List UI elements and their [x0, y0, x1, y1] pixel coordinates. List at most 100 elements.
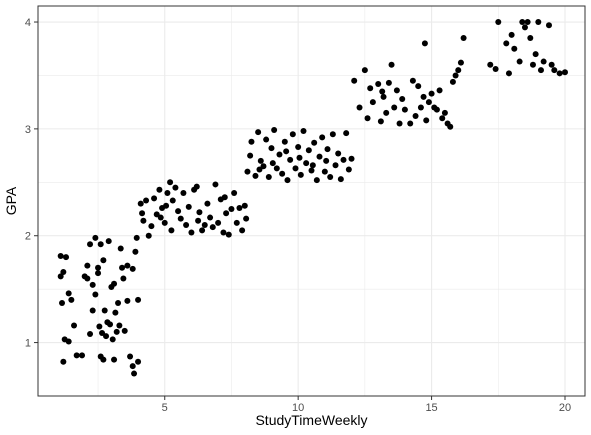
- data-point: [364, 115, 371, 122]
- y-tick-label: 4: [25, 17, 31, 29]
- data-point: [321, 168, 328, 175]
- data-point: [63, 254, 70, 261]
- data-point: [244, 168, 251, 175]
- x-tick-label: 20: [559, 402, 571, 414]
- data-point: [345, 166, 352, 173]
- data-point: [255, 129, 262, 136]
- data-point: [535, 19, 542, 26]
- data-point: [519, 19, 526, 26]
- data-point: [247, 152, 254, 159]
- data-point: [132, 248, 139, 255]
- data-point: [319, 134, 326, 141]
- data-point: [421, 40, 428, 47]
- data-point: [209, 224, 216, 231]
- data-point: [124, 297, 131, 304]
- data-point: [177, 215, 184, 222]
- data-point: [183, 222, 190, 229]
- data-point: [87, 241, 94, 248]
- data-point: [105, 238, 112, 245]
- data-point: [124, 262, 131, 269]
- data-point: [256, 166, 263, 173]
- data-point: [532, 51, 539, 58]
- data-point: [487, 61, 494, 68]
- data-point: [511, 45, 518, 52]
- data-point: [399, 95, 406, 102]
- data-point: [248, 138, 255, 145]
- data-point: [300, 128, 307, 135]
- data-point: [111, 280, 118, 287]
- data-point: [407, 120, 414, 127]
- data-point: [449, 78, 456, 85]
- data-point: [545, 22, 552, 29]
- data-point: [139, 210, 146, 217]
- data-point: [516, 58, 523, 65]
- data-point: [121, 327, 128, 334]
- data-point: [175, 208, 182, 215]
- data-point: [460, 35, 467, 42]
- data-point: [104, 319, 111, 326]
- data-point: [79, 352, 86, 359]
- data-point: [204, 200, 211, 207]
- data-point: [313, 177, 320, 184]
- data-point: [92, 291, 99, 298]
- data-point: [89, 281, 96, 288]
- data-point: [148, 223, 155, 230]
- data-point: [375, 81, 382, 87]
- data-point: [95, 270, 102, 277]
- x-tick-label: 5: [162, 402, 168, 414]
- data-point: [287, 156, 294, 163]
- data-point: [335, 150, 342, 157]
- data-point: [380, 93, 387, 100]
- data-point: [201, 222, 208, 229]
- data-point: [447, 123, 454, 130]
- data-point: [119, 264, 126, 271]
- y-axis-title: GPA: [3, 186, 19, 215]
- data-point: [265, 173, 272, 180]
- data-point: [129, 265, 136, 272]
- data-point: [409, 77, 416, 84]
- data-point: [361, 67, 368, 74]
- data-point: [169, 197, 176, 204]
- data-point: [524, 19, 531, 26]
- x-axis-title: StudyTimeWeekly: [255, 412, 367, 428]
- data-point: [113, 328, 120, 335]
- data-point: [168, 227, 175, 234]
- data-point: [369, 99, 376, 106]
- data-point: [401, 106, 408, 113]
- data-point: [276, 151, 283, 158]
- data-point: [180, 189, 187, 196]
- data-point: [260, 163, 267, 170]
- data-point: [89, 307, 96, 314]
- data-point: [441, 109, 448, 116]
- data-point: [425, 99, 432, 106]
- data-point: [343, 130, 350, 137]
- data-point: [239, 227, 246, 234]
- data-point: [329, 131, 336, 138]
- data-point: [111, 356, 118, 363]
- data-point: [92, 234, 99, 241]
- data-point: [188, 229, 195, 236]
- data-point: [112, 309, 119, 316]
- data-point: [415, 83, 422, 90]
- data-point: [540, 58, 547, 65]
- data-point: [95, 264, 102, 271]
- data-point: [340, 156, 347, 163]
- data-point: [311, 139, 318, 146]
- data-point: [84, 262, 91, 269]
- data-point: [231, 189, 238, 196]
- data-point: [417, 104, 424, 111]
- data-point: [412, 113, 419, 120]
- data-point: [236, 204, 243, 211]
- data-point: [73, 352, 80, 359]
- data-point: [457, 59, 464, 66]
- data-point: [324, 146, 331, 153]
- data-point: [455, 67, 462, 74]
- panel-border: [37, 5, 586, 397]
- data-point: [527, 35, 534, 42]
- data-point: [367, 85, 374, 92]
- data-point: [420, 93, 427, 100]
- data-point: [433, 106, 440, 113]
- data-point: [309, 162, 316, 169]
